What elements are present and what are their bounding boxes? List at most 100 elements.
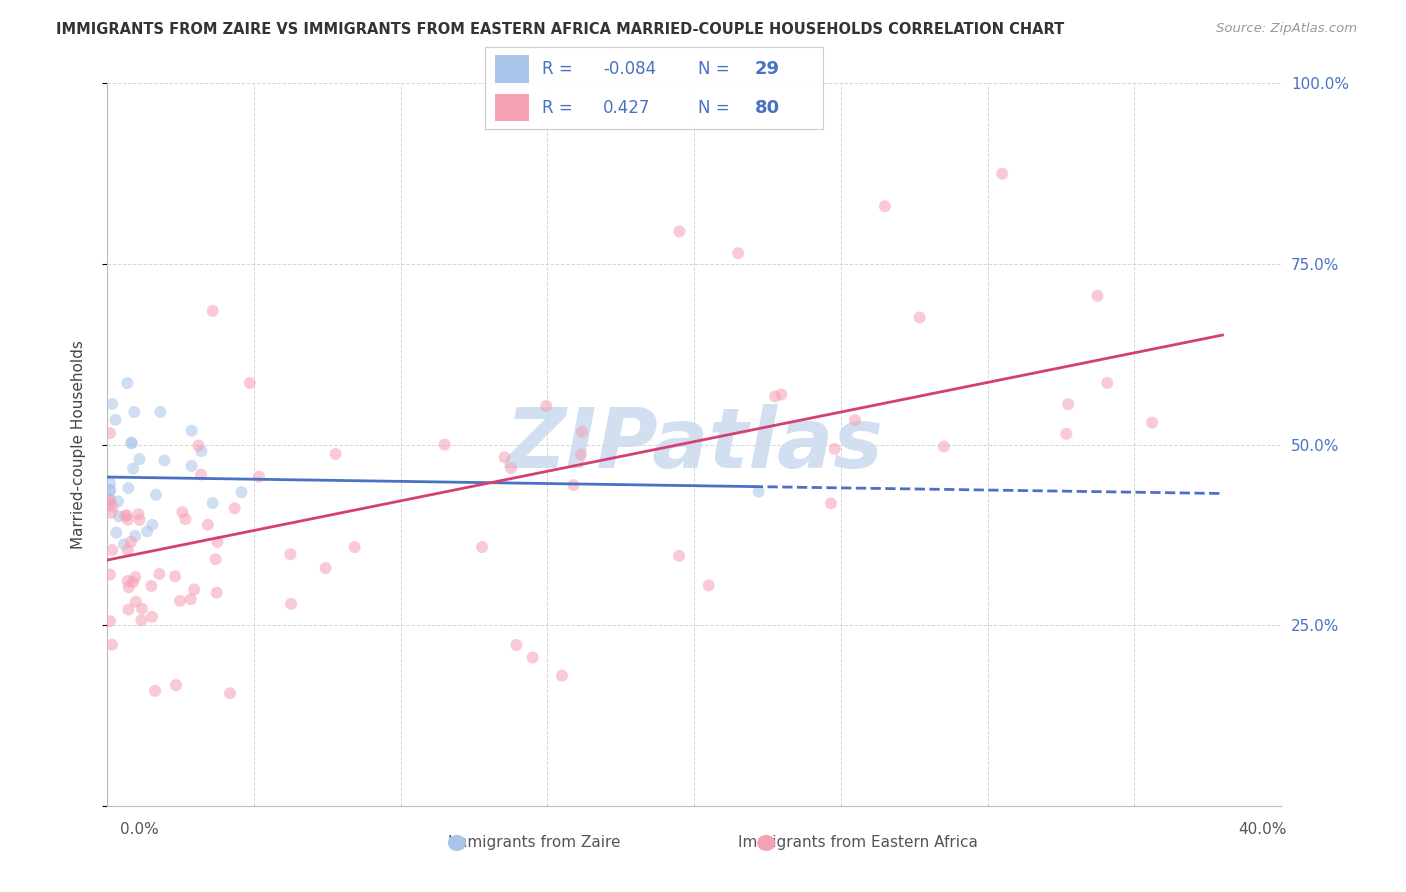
Point xyxy=(501,461,523,475)
Point xyxy=(108,509,131,524)
Point xyxy=(247,470,270,484)
Point xyxy=(1140,416,1163,430)
Text: N =: N = xyxy=(697,99,734,117)
Bar xyxy=(495,55,529,83)
Point xyxy=(98,497,121,511)
Point xyxy=(117,574,139,588)
Point xyxy=(141,517,163,532)
Point xyxy=(104,413,127,427)
Point xyxy=(122,574,145,589)
Point xyxy=(101,397,124,411)
Text: Immigrants from Zaire: Immigrants from Zaire xyxy=(449,836,620,850)
Text: Immigrants from Eastern Africa: Immigrants from Eastern Africa xyxy=(738,836,977,850)
Point xyxy=(143,684,166,698)
Point xyxy=(98,483,121,497)
Point xyxy=(172,505,194,519)
Point xyxy=(231,485,253,500)
Point xyxy=(204,552,226,566)
Text: 0.427: 0.427 xyxy=(603,99,651,117)
Text: R =: R = xyxy=(543,60,578,78)
Point xyxy=(183,582,205,597)
Point xyxy=(820,496,842,510)
Point xyxy=(569,448,592,462)
Point xyxy=(770,387,793,401)
Point xyxy=(748,484,770,499)
Point xyxy=(128,452,150,467)
Point xyxy=(505,638,527,652)
Point xyxy=(124,570,146,584)
Point xyxy=(471,540,494,554)
Point xyxy=(98,491,121,506)
Point xyxy=(98,614,121,628)
Point xyxy=(325,447,347,461)
Point xyxy=(98,475,121,490)
Point xyxy=(125,595,148,609)
Point xyxy=(536,399,558,413)
Y-axis label: Married-couple Households: Married-couple Households xyxy=(72,340,86,549)
Point xyxy=(844,413,866,427)
Point xyxy=(433,437,456,451)
Text: N =: N = xyxy=(697,60,734,78)
Point xyxy=(174,512,197,526)
Point xyxy=(187,439,209,453)
Point xyxy=(117,481,139,495)
Point xyxy=(169,594,191,608)
Point xyxy=(280,597,302,611)
Text: 29: 29 xyxy=(755,60,780,78)
Point xyxy=(522,650,544,665)
Point xyxy=(197,517,219,532)
Point xyxy=(205,585,228,599)
Point xyxy=(117,376,139,391)
Point xyxy=(1057,397,1080,411)
Point xyxy=(873,199,896,213)
Point xyxy=(131,601,153,615)
Point xyxy=(697,578,720,592)
Point xyxy=(343,540,366,554)
Point xyxy=(201,496,224,510)
Point xyxy=(1087,289,1109,303)
Point xyxy=(668,549,690,563)
Point xyxy=(551,668,574,682)
Point xyxy=(668,225,690,239)
Point xyxy=(932,440,955,454)
Point xyxy=(201,304,224,318)
Point xyxy=(98,426,121,441)
Point xyxy=(315,561,337,575)
Text: 40.0%: 40.0% xyxy=(1239,822,1286,837)
Point xyxy=(562,478,585,492)
Text: Source: ZipAtlas.com: Source: ZipAtlas.com xyxy=(1216,22,1357,36)
Point xyxy=(991,167,1014,181)
Point xyxy=(165,569,187,583)
Bar xyxy=(495,94,529,121)
Point xyxy=(100,506,122,520)
Point xyxy=(141,579,163,593)
Point xyxy=(1054,426,1077,441)
Point xyxy=(149,405,172,419)
Point xyxy=(280,547,302,561)
Point xyxy=(128,513,150,527)
Point xyxy=(571,425,593,439)
Point xyxy=(127,507,149,521)
Point xyxy=(124,405,146,419)
Point xyxy=(122,461,145,475)
Point xyxy=(98,483,121,498)
Text: R =: R = xyxy=(543,99,578,117)
Point xyxy=(180,592,202,607)
Point xyxy=(224,501,246,516)
Point xyxy=(153,453,176,467)
Point xyxy=(121,435,143,450)
Point xyxy=(145,488,167,502)
Point xyxy=(98,567,121,582)
Point xyxy=(117,513,139,527)
Point xyxy=(219,686,242,700)
Point xyxy=(121,436,143,450)
Point xyxy=(165,678,187,692)
Point xyxy=(908,310,931,325)
Point xyxy=(105,525,128,540)
Point xyxy=(98,493,121,508)
Point xyxy=(136,524,159,539)
Point xyxy=(131,613,153,627)
Text: -0.084: -0.084 xyxy=(603,60,657,78)
Point xyxy=(824,442,846,456)
Point xyxy=(107,494,129,508)
